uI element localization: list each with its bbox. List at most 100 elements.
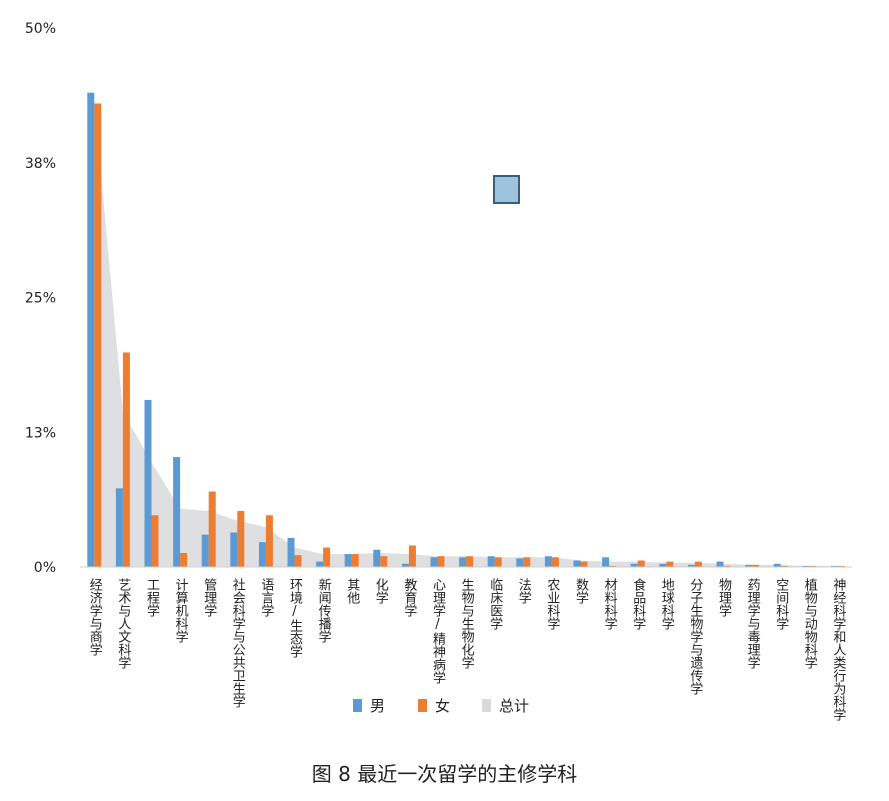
bar-male: [401, 563, 409, 567]
bar-female: [237, 510, 245, 567]
bar-male: [230, 532, 238, 567]
bar-female: [609, 565, 617, 567]
bar-female: [523, 557, 531, 567]
x-tick-label: 工程学: [144, 578, 160, 617]
bar-male: [830, 565, 838, 567]
bar-female: [551, 557, 559, 567]
bar-female: [637, 560, 645, 567]
legend-swatch-female: [418, 699, 427, 712]
y-tick-label: 38%: [25, 156, 56, 172]
bar-male: [87, 92, 95, 568]
bar-male: [115, 488, 123, 567]
bar-male: [258, 542, 266, 567]
bar-male: [201, 534, 209, 567]
bar-male: [173, 457, 181, 567]
bar-male: [745, 564, 753, 567]
legend-label-total: 总计: [499, 697, 529, 715]
legend-swatch-total: [482, 699, 491, 712]
x-tick-label: 药理学与毒理学: [745, 578, 761, 669]
x-tick-label: 生物与生物化学: [459, 578, 475, 669]
x-tick-label: 法学: [516, 578, 532, 604]
x-tick-label: 社会科学与公共卫生学: [230, 577, 246, 708]
legend-label-female: 女: [435, 697, 450, 715]
floating-marker-square: [493, 175, 520, 204]
bar-female: [122, 352, 130, 567]
x-tick-label: 食品科学: [630, 577, 646, 630]
legend-swatch-male: [353, 699, 362, 712]
x-tick-label: 语言学: [258, 578, 274, 617]
bar-male: [630, 563, 638, 567]
bar-series: [80, 92, 853, 568]
y-axis: 0% 13% 25% 38% 50%: [25, 21, 56, 576]
x-tick-label: 计算机科学: [173, 578, 189, 643]
x-tick-label: 物理学: [716, 578, 732, 617]
x-tick-label: 教育学: [401, 577, 417, 617]
bar-female: [437, 556, 445, 567]
x-tick-label: 新闻传播学: [316, 577, 332, 643]
total-area: [94, 99, 838, 567]
x-tick-label: 农业科学: [544, 578, 560, 630]
x-tick-label: 材料科学: [602, 578, 618, 630]
bar-female: [780, 565, 788, 567]
bar-male: [487, 556, 495, 567]
y-tick-label: 25%: [25, 291, 56, 307]
bar-female: [752, 564, 760, 567]
bar-male: [344, 554, 352, 567]
bar-male: [802, 565, 810, 567]
bar-female: [180, 552, 188, 567]
bar-male: [316, 561, 324, 567]
total-area-series: [94, 99, 839, 567]
chart: 0% 13% 25% 38% 50% 经济学与商学 艺术与人文科学 工程学 计算机科学 管理学社…: [25, 21, 853, 721]
bar-female: [408, 545, 416, 567]
x-tick-label: 临床医学: [487, 578, 503, 630]
legend-label-male: 男: [370, 697, 385, 715]
bar-male: [602, 557, 610, 567]
bar-female: [837, 565, 845, 567]
bar-female: [494, 557, 502, 567]
chart-caption: 图 8 最近一次留学的主修学科: [311, 762, 578, 786]
x-tick-label: 空间科学: [773, 578, 789, 630]
bar-female: [580, 561, 588, 567]
bar-female: [809, 565, 817, 567]
legend: 男 女 总计: [353, 697, 529, 715]
bar-female: [208, 491, 216, 567]
bar-female: [323, 547, 331, 567]
bar-female: [294, 555, 302, 567]
x-tick-label: 地球科学: [659, 578, 675, 630]
bar-female: [380, 556, 388, 567]
bar-female: [151, 515, 159, 567]
bar-male: [287, 537, 295, 567]
bar-female: [94, 103, 102, 568]
x-tick-label: 环境/生态学: [287, 578, 303, 658]
bar-male: [373, 549, 381, 567]
x-tick-label: 经济学与商学: [87, 578, 103, 656]
bar-male: [716, 561, 724, 567]
bar-male: [459, 557, 467, 567]
x-tick-label: 艺术与人文科学: [115, 578, 130, 669]
bar-male: [773, 563, 781, 567]
bar-female: [694, 561, 702, 567]
bar-male: [430, 557, 438, 567]
y-tick-label: 13%: [25, 425, 56, 441]
y-tick-label: 50%: [25, 21, 56, 37]
bar-female: [351, 554, 359, 567]
bar-male: [544, 556, 552, 567]
bar-female: [666, 561, 674, 567]
bar-female: [723, 565, 731, 567]
y-tick-label: 0%: [34, 560, 56, 576]
bar-female: [466, 556, 474, 567]
x-tick-label: 神经科学和人类行为科学: [830, 578, 846, 721]
x-tick-label: 数学: [573, 578, 589, 604]
bar-male: [687, 564, 695, 567]
x-tick-label: 植物与动物科学: [802, 578, 818, 669]
bar-male: [144, 399, 152, 567]
bar-male: [573, 560, 581, 567]
bar-male: [659, 563, 667, 567]
x-tick-label: 心理学/精神病学: [430, 578, 446, 684]
bar-male: [516, 558, 524, 567]
x-axis-labels: 经济学与商学 艺术与人文科学 工程学 计算机科学 管理学 社会科学与公共卫生学 语言学 环境/…: [87, 577, 846, 721]
x-tick-label: 其他: [344, 578, 360, 605]
x-tick-label: 分子生物学与遗传学: [687, 578, 703, 695]
x-tick-label: 化学: [373, 578, 389, 604]
bar-female: [265, 515, 273, 567]
